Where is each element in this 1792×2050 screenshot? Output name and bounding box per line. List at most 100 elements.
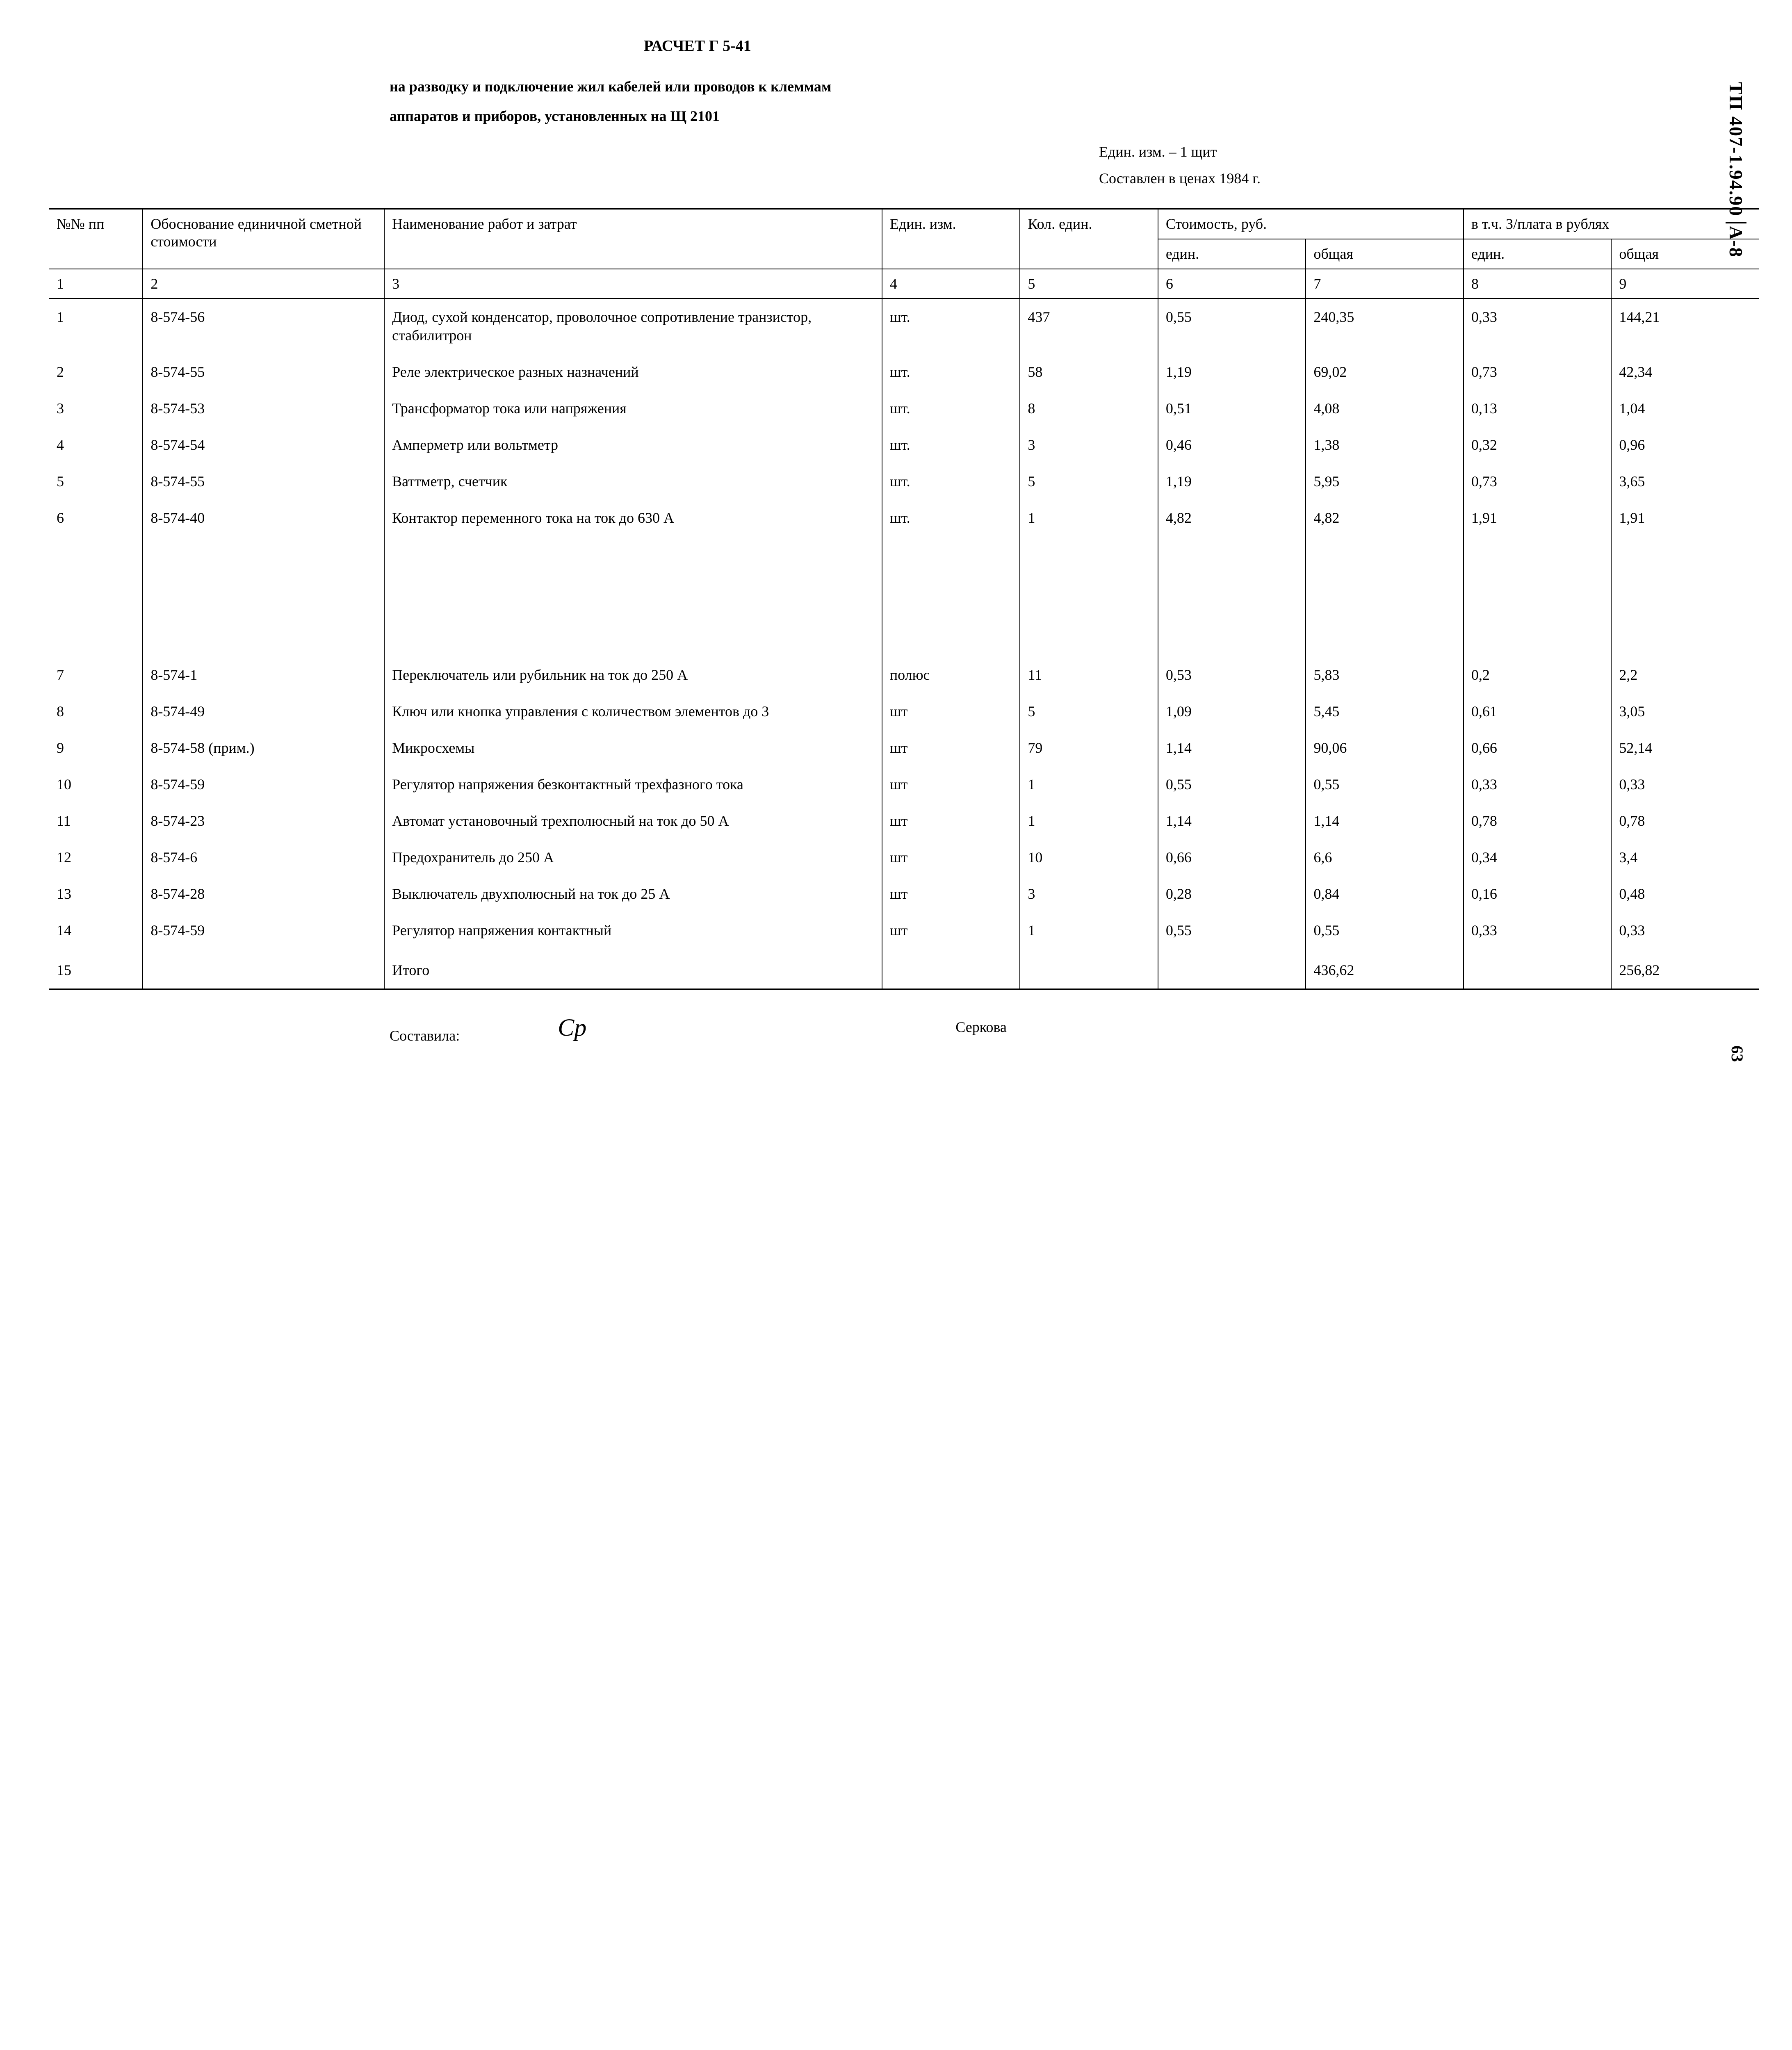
cell: шт xyxy=(882,766,1020,803)
cell: шт xyxy=(882,730,1020,766)
cell: Ваттметр, счетчик xyxy=(384,463,882,500)
cell: шт xyxy=(882,839,1020,876)
cell: 3 xyxy=(1020,876,1158,912)
table-row: 18-574-56Диод, сухой конденсатор, провол… xyxy=(49,298,1759,354)
col-sub-wage-unit: един. xyxy=(1464,239,1612,269)
col-header-qty: Кол. един. xyxy=(1020,209,1158,269)
cell: Регулятор напряжения контактный xyxy=(384,912,882,952)
cell: 240,35 xyxy=(1306,298,1464,354)
cell: 90,06 xyxy=(1306,730,1464,766)
cell: 13 xyxy=(49,876,143,912)
compiled-by-label: Составила: xyxy=(390,1027,460,1044)
cell: 11 xyxy=(49,803,143,839)
cell: 10 xyxy=(49,766,143,803)
cell: 12 xyxy=(49,839,143,876)
cell: 0,32 xyxy=(1464,427,1612,463)
cell: 1,91 xyxy=(1611,500,1759,536)
cell: Итого xyxy=(384,952,882,989)
cell: 0,55 xyxy=(1158,766,1306,803)
cell: 0,78 xyxy=(1464,803,1612,839)
cell: 0,84 xyxy=(1306,876,1464,912)
cell: полюс xyxy=(882,657,1020,693)
cell: 8-574-54 xyxy=(143,427,384,463)
cell: 3,05 xyxy=(1611,693,1759,730)
table-row: 98-574-58 (прим.)Микросхемышт791,1490,06… xyxy=(49,730,1759,766)
table-row: 15Итого436,62256,82 xyxy=(49,952,1759,989)
unit-line: Един. изм. – 1 щит xyxy=(1099,139,1759,165)
cell: Амперметр или вольтметр xyxy=(384,427,882,463)
document-footer: Составила: Ср Серкова xyxy=(390,1018,1759,1047)
cell: 52,14 xyxy=(1611,730,1759,766)
cell: 0,53 xyxy=(1158,657,1306,693)
cell: 8 xyxy=(1020,390,1158,427)
cell: Контактор переменного тока на ток до 630… xyxy=(384,500,882,536)
cell: шт. xyxy=(882,427,1020,463)
cell: 0,66 xyxy=(1464,730,1612,766)
col-header-cost-group: Стоимость, руб. xyxy=(1158,209,1464,239)
col-sub-cost-unit: един. xyxy=(1158,239,1306,269)
table-row: 88-574-49Ключ или кнопка управления с ко… xyxy=(49,693,1759,730)
cell: Ключ или кнопка управления с количеством… xyxy=(384,693,882,730)
cell: 1 xyxy=(1020,803,1158,839)
cell: 8-574-53 xyxy=(143,390,384,427)
cell: 7 xyxy=(49,657,143,693)
cell: Регулятор напряжения безконтактный трехф… xyxy=(384,766,882,803)
table-row: 28-574-55Реле электрическое разных назна… xyxy=(49,354,1759,390)
cell: 6,6 xyxy=(1306,839,1464,876)
table-row: 138-574-28Выключатель двухполюсный на то… xyxy=(49,876,1759,912)
cell: 144,21 xyxy=(1611,298,1759,354)
table-row: 78-574-1Переключатель или рубильник на т… xyxy=(49,657,1759,693)
cell: 0,2 xyxy=(1464,657,1612,693)
document-header: РАСЧЕТ Г 5-41 на разводку и подключение … xyxy=(390,37,1759,192)
cell: 1 xyxy=(49,298,143,354)
price-year-line: Составлен в ценах 1984 г. xyxy=(1099,165,1759,192)
cell: 3,4 xyxy=(1611,839,1759,876)
cell: 437 xyxy=(1020,298,1158,354)
cell: 79 xyxy=(1020,730,1158,766)
cell: 1,14 xyxy=(1306,803,1464,839)
col-header-unit: Един. изм. xyxy=(882,209,1020,269)
cell: 8-574-58 (прим.) xyxy=(143,730,384,766)
cell: 0,34 xyxy=(1464,839,1612,876)
cell: 4 xyxy=(49,427,143,463)
cell: 5 xyxy=(1020,463,1158,500)
cell: 8 xyxy=(49,693,143,730)
cell: 8-574-55 xyxy=(143,463,384,500)
desc-line-1: на разводку и подключение жил кабелей ил… xyxy=(390,75,1759,98)
cell: 1 xyxy=(1020,912,1158,952)
cell: 69,02 xyxy=(1306,354,1464,390)
cell: шт xyxy=(882,803,1020,839)
col-header-basis: Обоснование единичной сметной стоимости xyxy=(143,209,384,269)
cell: шт. xyxy=(882,463,1020,500)
cell: 8-574-55 xyxy=(143,354,384,390)
table-row: 58-574-55Ваттметр, счетчикшт.51,195,950,… xyxy=(49,463,1759,500)
col-header-wage-group: в т.ч. З/плата в рублях xyxy=(1464,209,1759,239)
cell: Реле электрическое разных назначений xyxy=(384,354,882,390)
cell: 1,91 xyxy=(1464,500,1612,536)
cell: 0,33 xyxy=(1611,912,1759,952)
cell: 3 xyxy=(49,390,143,427)
cell: 3 xyxy=(1020,427,1158,463)
cell: 1,04 xyxy=(1611,390,1759,427)
table-row: 148-574-59Регулятор напряжения контактны… xyxy=(49,912,1759,952)
cell: 1,09 xyxy=(1158,693,1306,730)
cell: 0,55 xyxy=(1158,298,1306,354)
cell: 1,19 xyxy=(1158,354,1306,390)
cell: 0,73 xyxy=(1464,463,1612,500)
cell: 8-574-1 xyxy=(143,657,384,693)
cell: 1,38 xyxy=(1306,427,1464,463)
cell xyxy=(1158,952,1306,989)
cell: 0,78 xyxy=(1611,803,1759,839)
cell: 0,96 xyxy=(1611,427,1759,463)
cell: 1,14 xyxy=(1158,730,1306,766)
cell xyxy=(1464,952,1612,989)
mid-gap-row xyxy=(49,536,1759,657)
cell: 2 xyxy=(49,354,143,390)
cell: 0,55 xyxy=(1306,912,1464,952)
cell: 1 xyxy=(1020,766,1158,803)
cell: Микросхемы xyxy=(384,730,882,766)
cell: 0,33 xyxy=(1464,298,1612,354)
cell: шт xyxy=(882,876,1020,912)
cell: 11 xyxy=(1020,657,1158,693)
table-row: 48-574-54Амперметр или вольтметршт.30,46… xyxy=(49,427,1759,463)
